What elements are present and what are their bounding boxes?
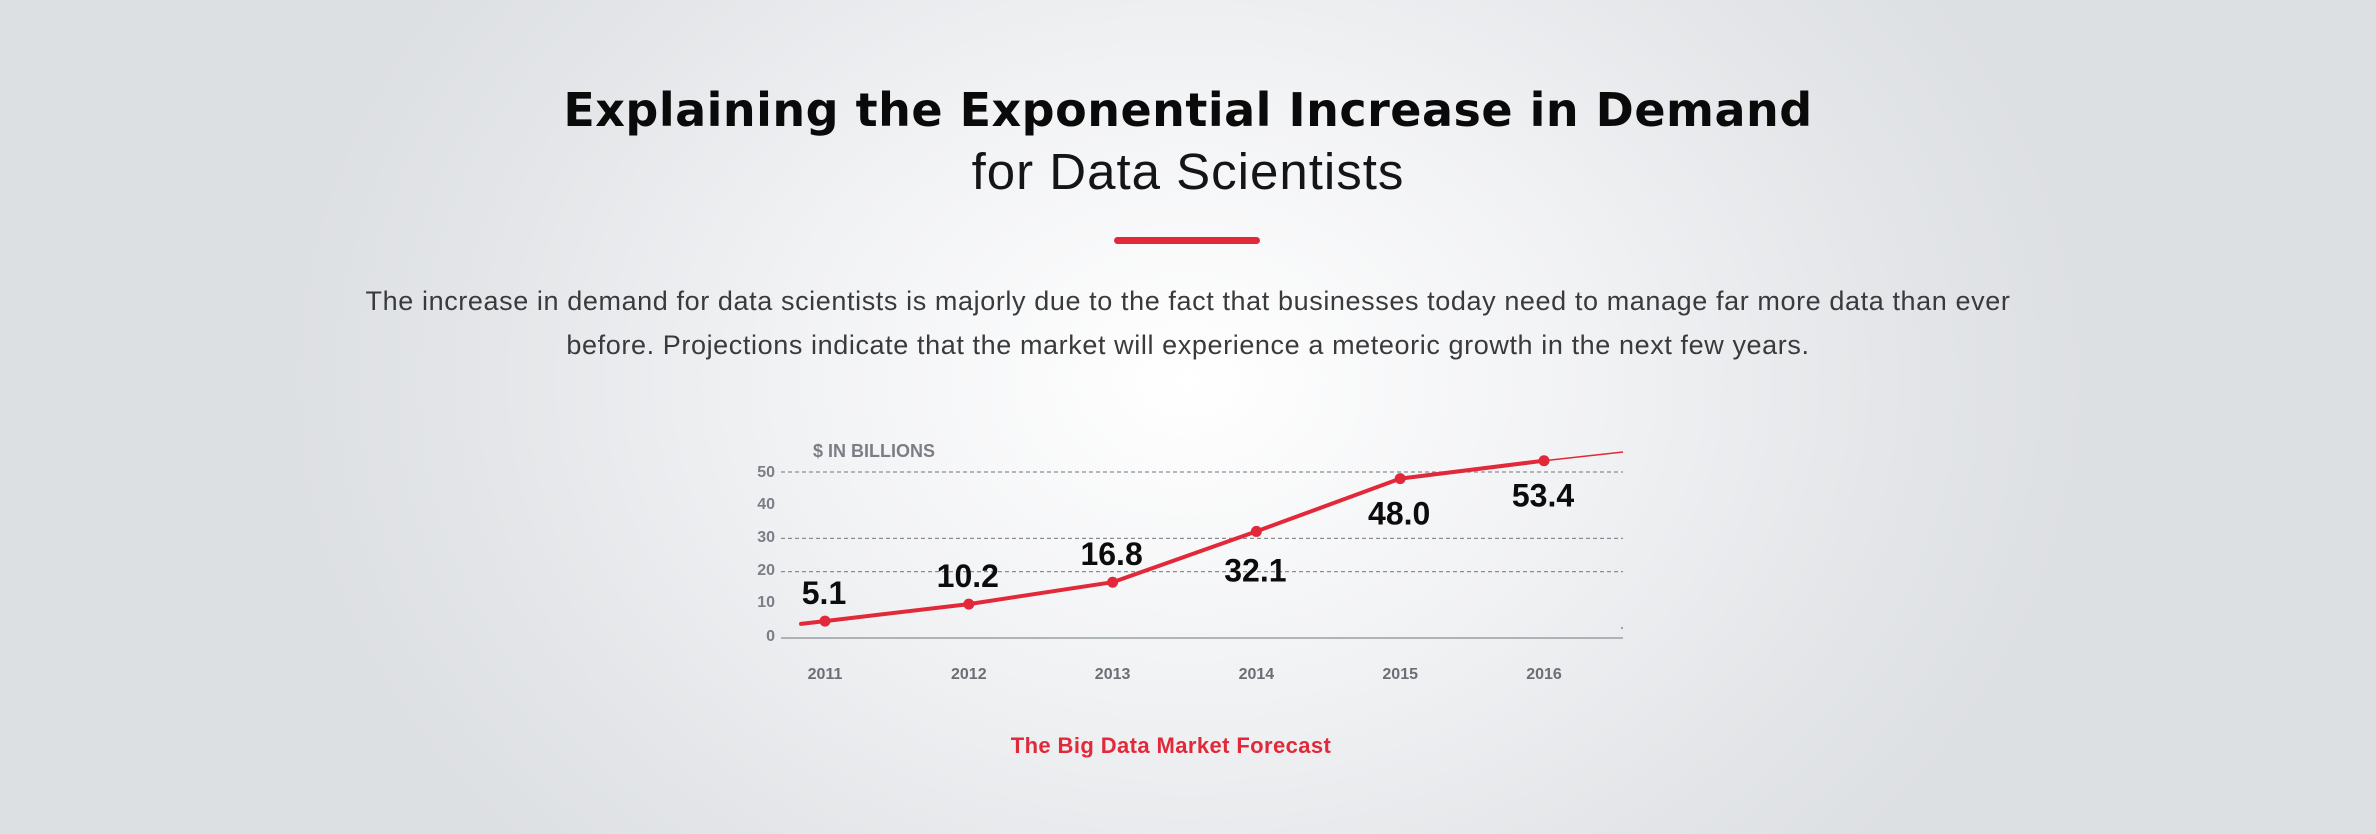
data-point bbox=[819, 615, 831, 627]
chart-gridlines bbox=[781, 471, 1623, 573]
data-label: 5.1 bbox=[802, 575, 846, 611]
page-title: Explaining the Exponential Increase in D… bbox=[563, 83, 1813, 137]
chart-axes: $ IN BILLIONS 0 10 20 30 40 50 2011 2012 2013 2014… bbox=[757, 441, 1623, 683]
data-point bbox=[963, 598, 975, 610]
x-tick-label: 2013 bbox=[1095, 666, 1131, 683]
projection-tail bbox=[1543, 451, 1624, 462]
chart-data-labels: 5.1 10.2 16.8 32.1 48.0 53.4 bbox=[802, 478, 1575, 611]
data-label: 16.8 bbox=[1080, 536, 1142, 572]
y-tick-label: 10 bbox=[757, 594, 775, 611]
data-point bbox=[1538, 455, 1550, 467]
data-label: 32.1 bbox=[1224, 552, 1286, 588]
series-line bbox=[799, 458, 1546, 626]
x-tick-label: 2014 bbox=[1239, 666, 1275, 683]
axis-end-mark bbox=[1621, 627, 1623, 630]
data-point bbox=[1394, 473, 1406, 485]
intro-paragraph: The increase in demand for data scientis… bbox=[365, 286, 2011, 360]
data-point bbox=[1250, 525, 1262, 537]
data-label: 48.0 bbox=[1368, 496, 1430, 532]
x-tick-label: 2015 bbox=[1382, 666, 1418, 683]
x-tick-label: 2012 bbox=[951, 666, 987, 683]
y-tick-label: 40 bbox=[757, 496, 775, 513]
title-divider bbox=[1114, 237, 1260, 244]
x-tick-label: 2016 bbox=[1526, 666, 1562, 683]
data-label: 10.2 bbox=[937, 558, 999, 594]
y-axis-title: $ IN BILLIONS bbox=[813, 441, 935, 461]
y-tick-label: 20 bbox=[757, 562, 775, 579]
y-tick-label: 30 bbox=[757, 529, 775, 546]
y-tick-label: 50 bbox=[757, 464, 775, 481]
chart-caption: The Big Data Market Forecast bbox=[1010, 733, 1332, 758]
y-tick-label: 0 bbox=[766, 628, 775, 645]
data-label: 53.4 bbox=[1512, 478, 1574, 514]
page-subtitle: for Data Scientists bbox=[971, 143, 1405, 200]
chart-series-line bbox=[799, 451, 1624, 627]
data-point bbox=[1107, 576, 1119, 588]
x-tick-label: 2011 bbox=[808, 666, 843, 683]
